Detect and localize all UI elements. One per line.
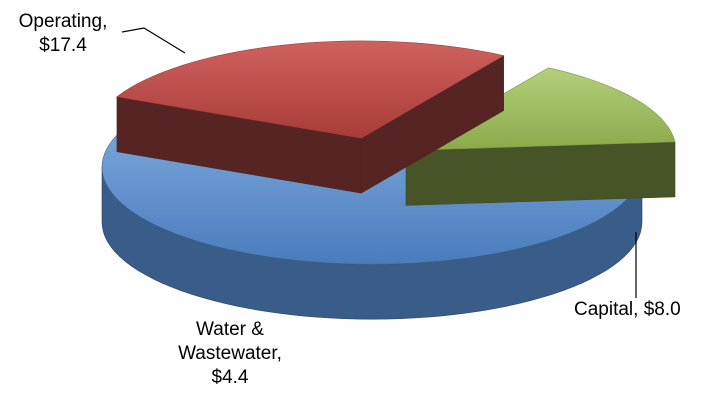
slice-label-water-wastewater: Water & Wastewater, $4.4 xyxy=(150,318,310,390)
water-label-line2: Wastewater, xyxy=(178,343,282,364)
slice-water xyxy=(405,67,676,151)
water-label-line3: $4.4 xyxy=(211,367,249,388)
capital-label-text: Capital, $8.0 xyxy=(574,299,681,320)
leader-line-operating xyxy=(121,27,186,54)
slice-label-operating: Operating, $17.4 xyxy=(8,10,118,58)
water-label-line1: Water & xyxy=(196,319,264,340)
slice-water-wall-end xyxy=(405,141,676,206)
operating-label-value: $17.4 xyxy=(39,35,87,56)
slice-label-capital: Capital, $8.0 xyxy=(574,298,681,322)
slice-capital xyxy=(116,40,505,139)
operating-label-name: Operating, xyxy=(18,11,108,32)
